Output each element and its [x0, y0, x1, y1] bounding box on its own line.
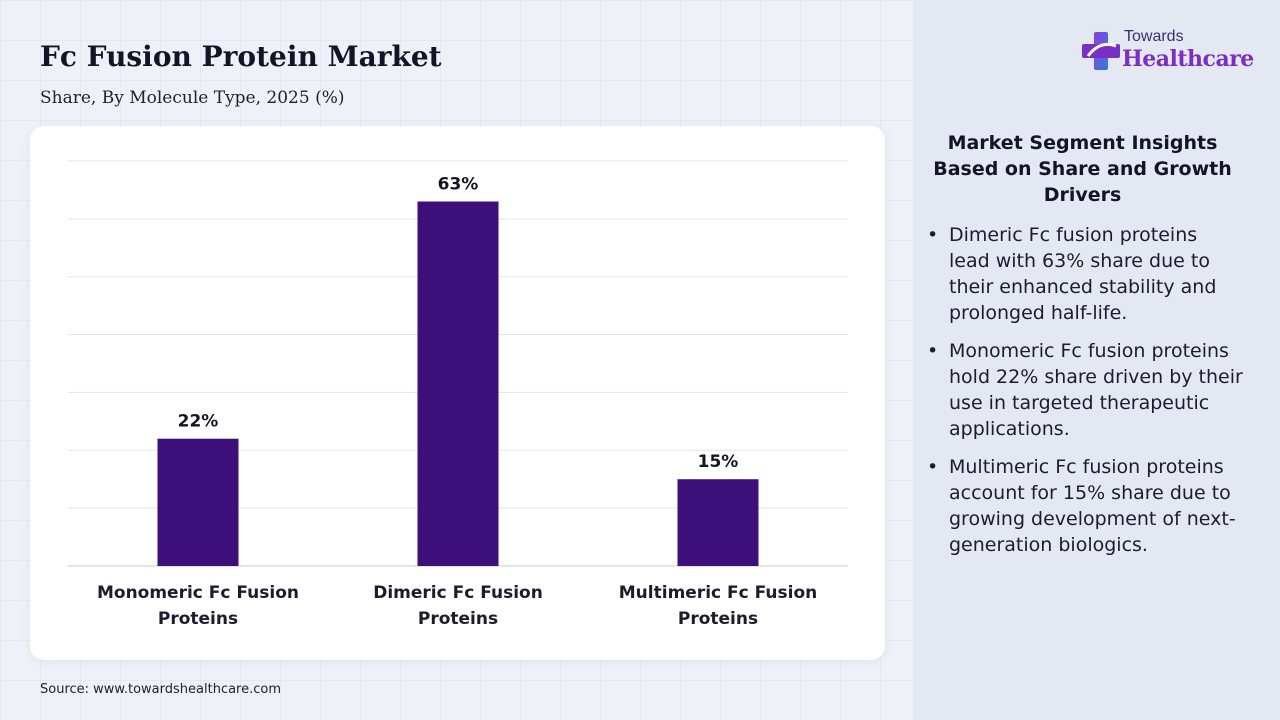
insight-item: Monomeric Fc fusion proteins hold 22% sh…	[925, 338, 1243, 442]
chart-card: 22% Monomeric Fc Fusion Proteins 63% Dimeric…	[30, 126, 885, 660]
category-label: Multimeric Fc Fusion	[619, 583, 817, 603]
bar	[417, 201, 499, 566]
source-note: Source: www.towardshealthcare.com	[40, 682, 282, 697]
chart-title: Fc Fusion Protein Market	[40, 40, 442, 73]
data-label: 63%	[438, 175, 479, 195]
category-label: Dimeric Fc Fusion	[373, 583, 543, 603]
insight-item: Multimeric Fc fusion proteins account fo…	[925, 454, 1243, 558]
category-label: Monomeric Fc Fusion	[97, 583, 299, 603]
logo-text-top: Towards	[1124, 28, 1184, 45]
bar	[157, 438, 239, 566]
data-label: 22%	[178, 412, 219, 432]
brand-logo[interactable]: Towards Healthcare	[1080, 26, 1260, 78]
category-label: Proteins	[678, 609, 758, 629]
logo-text-main: Healthcare	[1122, 46, 1254, 72]
chart-subtitle: Share, By Molecule Type, 2025 (%)	[40, 88, 345, 108]
insight-item: Dimeric Fc fusion proteins lead with 63%…	[925, 222, 1243, 326]
bar	[677, 479, 759, 566]
category-label: Proteins	[418, 609, 498, 629]
category-label: Proteins	[158, 609, 238, 629]
data-label: 15%	[698, 452, 739, 472]
insights-title: Market Segment Insights Based on Share a…	[933, 132, 1232, 206]
bar-chart: 22% Monomeric Fc Fusion Proteins 63% Dimeric…	[68, 160, 848, 629]
insights-list: Dimeric Fc fusion proteins lead with 63%…	[925, 222, 1243, 570]
medical-cross-icon	[1082, 32, 1120, 70]
